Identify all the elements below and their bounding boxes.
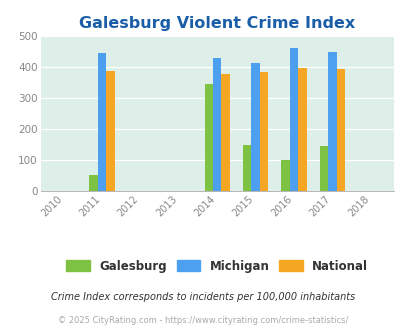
Bar — [259, 72, 268, 191]
Bar — [106, 71, 115, 191]
Bar — [98, 53, 106, 191]
Bar — [298, 68, 306, 191]
Bar — [251, 63, 259, 191]
Bar — [242, 145, 251, 191]
Bar — [221, 74, 229, 191]
Bar — [327, 52, 336, 191]
Text: Crime Index corresponds to incidents per 100,000 inhabitants: Crime Index corresponds to incidents per… — [51, 292, 354, 302]
Bar — [336, 69, 344, 191]
Bar — [319, 146, 327, 191]
Bar — [289, 48, 298, 191]
Bar — [204, 84, 213, 191]
Bar — [281, 160, 289, 191]
Legend: Galesburg, Michigan, National: Galesburg, Michigan, National — [63, 256, 371, 276]
Text: © 2025 CityRating.com - https://www.cityrating.com/crime-statistics/: © 2025 CityRating.com - https://www.city… — [58, 315, 347, 325]
Bar — [89, 175, 98, 191]
Bar — [213, 58, 221, 191]
Title: Galesburg Violent Crime Index: Galesburg Violent Crime Index — [79, 16, 354, 31]
